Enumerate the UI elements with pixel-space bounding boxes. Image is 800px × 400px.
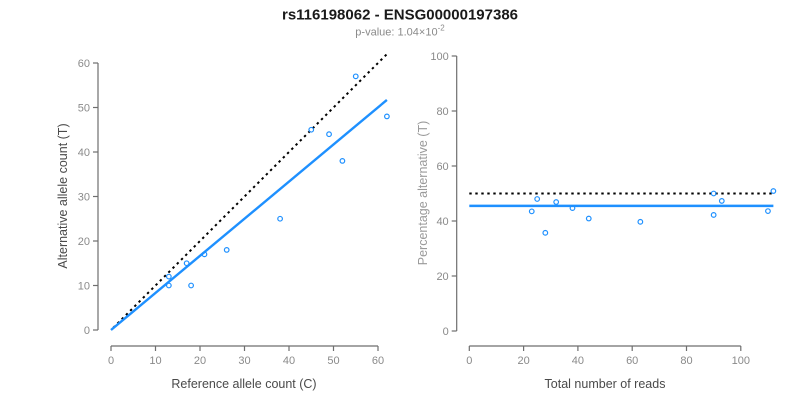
x-tick-label: 20 — [194, 355, 206, 367]
data-point — [384, 113, 390, 120]
y-tick-label: 80 — [436, 106, 448, 118]
y-tick-label: 20 — [78, 236, 90, 248]
y-tick-label: 30 — [78, 192, 90, 204]
y-tick-label: 10 — [78, 281, 90, 293]
data-point — [339, 157, 346, 164]
data-point — [223, 246, 230, 253]
y-axis-label-right: Percentage alternative (T) — [416, 120, 430, 266]
data-point — [542, 229, 549, 236]
x-tick-label: 60 — [372, 355, 384, 367]
data-point — [637, 218, 644, 225]
x-tick-label: 100 — [732, 355, 750, 367]
x-tick-label: 30 — [238, 355, 250, 367]
y-tick-label: 60 — [436, 161, 448, 173]
y-tick-label: 0 — [443, 326, 449, 338]
pvalue-exponent: -2 — [437, 23, 445, 33]
x-axis-label-right: Total number of reads — [544, 377, 666, 391]
data-point — [770, 188, 777, 194]
pvalue-text: p-value: 1.04×10 — [355, 26, 438, 39]
chart-title: rs116198062 - ENSG00000197386 — [281, 6, 519, 24]
x-tick-label: 0 — [466, 355, 472, 367]
data-point — [277, 215, 284, 222]
regression-line — [110, 99, 388, 331]
x-tick-label: 20 — [517, 355, 529, 367]
pvalue-subtitle: p-value: 1.04×10-2 — [355, 24, 444, 39]
x-tick-label: 60 — [626, 355, 638, 367]
x-tick-label: 80 — [680, 355, 692, 367]
data-point — [165, 282, 172, 289]
x-axis-label-left: Reference allele count (C) — [171, 377, 317, 391]
data-point — [534, 196, 541, 202]
x-tick-label: 50 — [327, 355, 339, 367]
data-point — [718, 198, 725, 204]
y-tick-label: 40 — [78, 147, 90, 159]
data-point — [710, 212, 717, 218]
x-tick-label: 40 — [572, 355, 584, 367]
data-point — [352, 73, 359, 80]
data-point — [188, 282, 195, 289]
x-tick-label: 0 — [108, 355, 114, 367]
data-point — [201, 251, 208, 258]
y-tick-label: 50 — [78, 103, 90, 115]
chart-percentage: 0 20 40 60 80 100 0 20 40 60 80 100 — [430, 51, 777, 367]
data-point — [326, 131, 332, 138]
data-point — [165, 273, 172, 280]
y-tick-label: 40 — [436, 216, 448, 228]
data-point — [553, 199, 560, 205]
data-point — [585, 215, 592, 222]
x-tick-label: 10 — [149, 355, 161, 367]
chart-counts: 0 10 20 30 40 50 60 0 10 20 30 40 50 60 — [78, 53, 390, 367]
y-tick-label: 0 — [84, 325, 90, 337]
y-tick-label: 20 — [436, 271, 448, 283]
x-tick-label: 40 — [283, 355, 295, 367]
data-point — [569, 205, 576, 211]
data-point — [765, 208, 771, 215]
data-point — [183, 260, 190, 267]
y-tick-label: 100 — [430, 51, 448, 63]
data-point — [308, 126, 315, 133]
data-point — [710, 190, 717, 197]
y-axis-label-left: Alternative allele count (T) — [56, 123, 70, 269]
y-tick-label: 60 — [78, 58, 90, 70]
data-point — [528, 208, 535, 215]
identity-line — [112, 53, 388, 329]
